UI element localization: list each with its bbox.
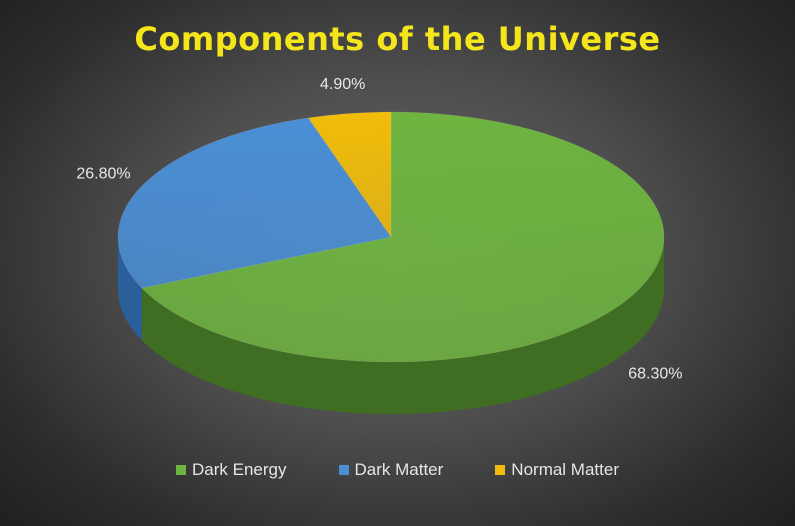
data-label-normal-matter: 4.90% bbox=[320, 76, 365, 93]
pie-sides bbox=[118, 237, 664, 415]
pie-slice-dark-energy bbox=[141, 111, 665, 363]
legend-item-normal-matter: Normal Matter bbox=[495, 460, 619, 480]
legend-label-dark-energy: Dark Energy bbox=[192, 460, 287, 479]
pie-slice-dark-matter bbox=[117, 117, 392, 289]
pie-side-dark-energy bbox=[141, 237, 664, 415]
legend-item-dark-energy: Dark Energy bbox=[176, 460, 287, 480]
legend-label-dark-matter: Dark Matter bbox=[354, 460, 444, 479]
legend-swatch-normal-matter bbox=[495, 465, 506, 475]
pie-slice-normal-matter bbox=[307, 111, 392, 238]
data-label-dark-matter: 26.80% bbox=[76, 166, 130, 183]
legend: Dark Energy Dark Matter Normal Matter bbox=[0, 460, 795, 480]
legend-item-dark-matter: Dark Matter bbox=[338, 460, 444, 480]
legend-swatch-dark-matter bbox=[338, 465, 349, 475]
chart-title: Components of the Universe bbox=[134, 20, 661, 58]
pie-side-dark-matter bbox=[118, 237, 142, 341]
data-label-dark-energy: 68.30% bbox=[628, 365, 682, 382]
legend-swatch-dark-energy bbox=[176, 465, 187, 475]
legend-label-normal-matter: Normal Matter bbox=[511, 460, 619, 479]
